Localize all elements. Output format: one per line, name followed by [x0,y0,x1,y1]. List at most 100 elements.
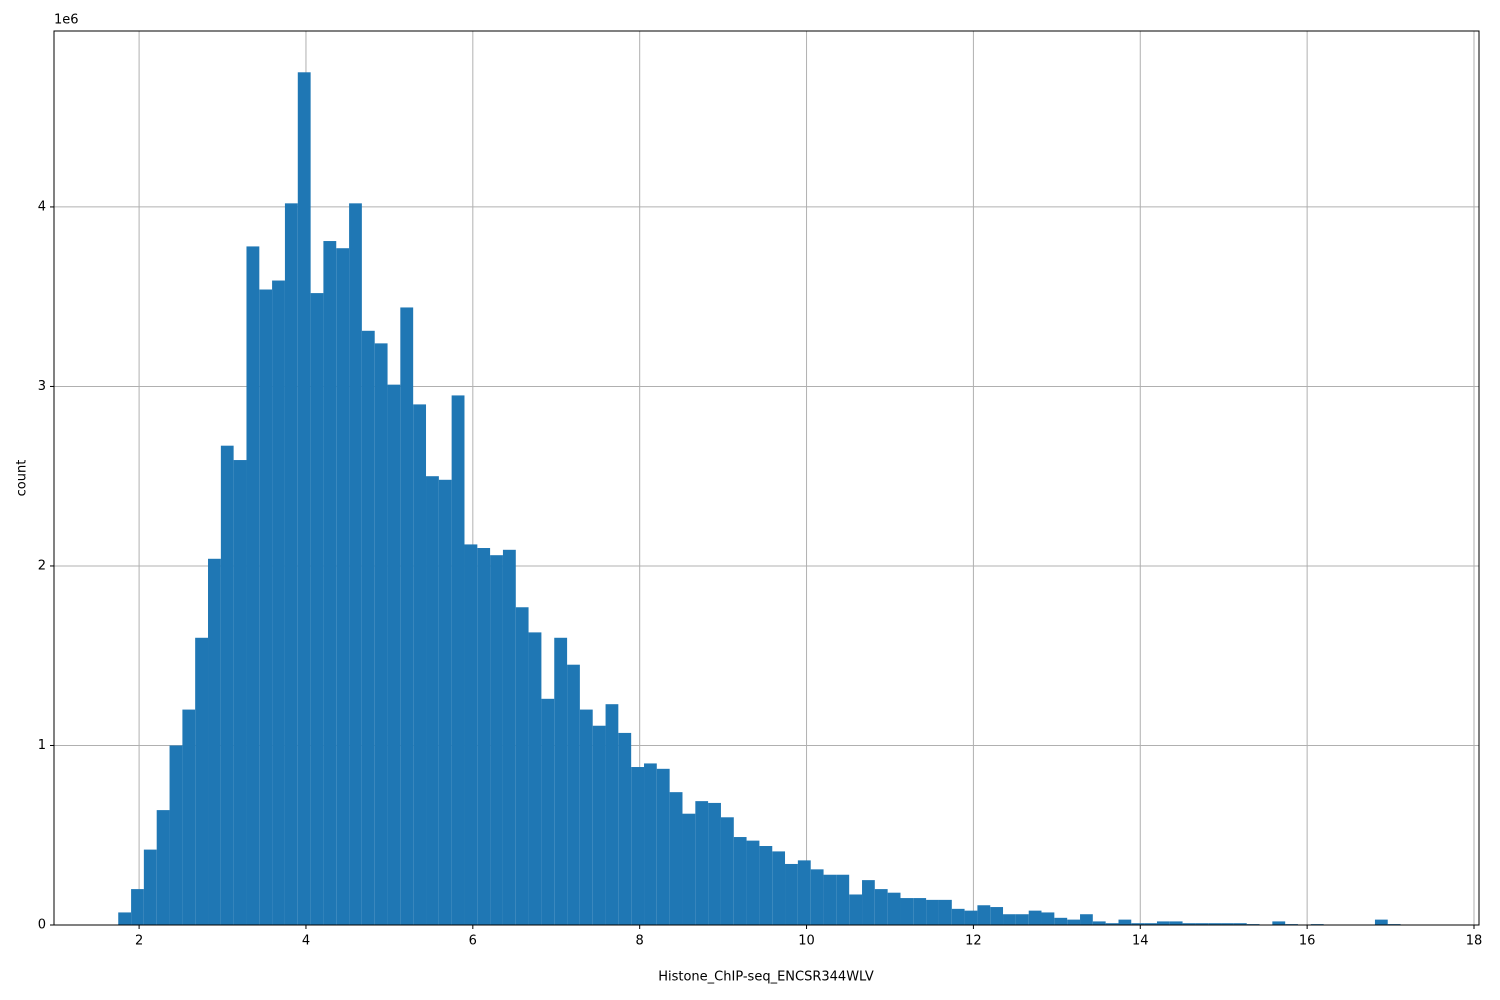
x-tick-label: 12 [965,934,982,949]
bar [131,889,144,925]
bars [118,72,1401,926]
bar [208,558,221,925]
bar [951,908,965,925]
bar [823,874,837,925]
bar [387,384,401,925]
bar [246,246,260,925]
bar [1169,921,1183,925]
x-tick-label: 6 [469,934,477,949]
bar [631,767,645,925]
bar [1003,914,1016,925]
bar [1233,923,1247,925]
y-tick-label: 2 [38,558,46,573]
bar [695,801,709,925]
bar [862,880,875,925]
bar [1028,910,1042,925]
bar [169,745,183,925]
bar [259,289,273,926]
x-axis-label: Histone_ChIP-seq_ENCSR344WLV [658,970,874,985]
y-tick-label: 4 [38,199,46,214]
bar [310,293,324,925]
bar [1041,912,1055,925]
bar [195,637,209,925]
bar [1195,923,1209,925]
bar [772,851,786,925]
bar [413,404,427,925]
bar [887,892,901,925]
bar [1208,923,1222,925]
bar [400,307,414,925]
bar [349,203,362,926]
bar [592,725,606,925]
bar [1221,923,1234,925]
bar [374,343,388,925]
plot-frame [53,30,1480,926]
y-tick-label: 3 [38,379,46,394]
bar [297,72,311,925]
bar [733,837,747,925]
bar [746,840,760,925]
bar [1182,923,1196,925]
bar [644,763,657,925]
bar [759,846,773,925]
bar [567,664,580,925]
x-tick-label: 2 [135,934,143,949]
x-tick-label: 10 [798,934,815,949]
bar [528,632,542,925]
x-tick-label: 14 [1132,934,1149,949]
bar [336,248,350,926]
bar [541,698,555,925]
bar [836,874,850,925]
bar [1131,923,1145,925]
bar [1156,921,1170,925]
bar [1118,919,1132,925]
bar [618,732,632,925]
bar [1067,919,1081,925]
bar [361,330,375,925]
bar [464,544,478,925]
bar [990,907,1004,925]
bar [656,768,670,925]
bar [156,810,170,925]
x-tick-label: 18 [1466,934,1483,949]
x-tick-label: 8 [636,934,644,949]
bar [1144,923,1157,925]
bar [1272,921,1286,925]
bar [182,709,196,925]
bar [220,445,234,925]
bar [669,792,683,925]
x-tick-label: 16 [1299,934,1316,949]
bar [515,607,529,925]
bar [272,280,285,925]
y-tick-label: 1 [38,738,46,753]
bar [1092,921,1106,925]
bar [900,898,914,925]
y-offset-label: 1e6 [54,13,79,28]
bar [579,709,593,925]
bar [785,863,798,925]
bar [490,555,503,925]
bar [1374,919,1388,925]
bar [477,548,491,925]
bar [554,637,568,925]
bar [284,203,298,926]
bar [849,894,863,925]
bar [977,905,991,925]
bar [797,860,811,925]
bar [708,802,721,925]
bar [964,910,978,925]
bar [451,395,465,925]
bar [913,898,927,925]
bar [233,460,247,925]
x-tick-label: 4 [302,934,310,949]
bar [938,899,952,925]
bar [1105,923,1119,925]
bar [874,889,888,925]
y-axis-label: count [15,460,30,497]
bar [1080,914,1093,925]
bar [720,817,734,925]
bar [926,899,939,925]
bar [143,849,157,925]
bar [323,241,337,926]
